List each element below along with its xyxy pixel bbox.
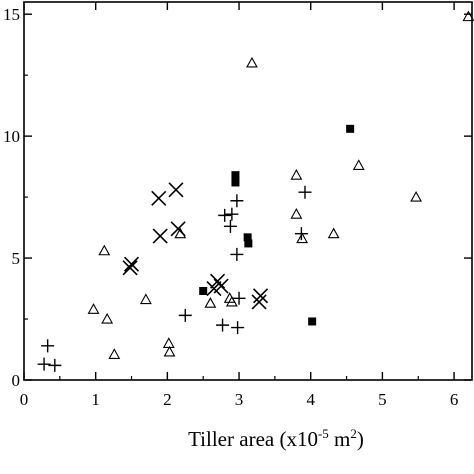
axis-ticks: 0 1 2 3 4 5 6 0 5 10 15 (3, 2, 472, 409)
square-point (231, 171, 240, 180)
plus-point (225, 207, 239, 221)
triangle-point (139, 293, 152, 305)
triangle-point (410, 190, 423, 202)
x-tick-label: 2 (163, 390, 172, 409)
triangle-point (290, 169, 303, 180)
plot-frame (23, 1, 473, 381)
triangle-point (163, 345, 176, 357)
cross-point (251, 294, 267, 310)
plus-point (218, 208, 232, 222)
triangle-point (352, 159, 365, 170)
triangle-point (290, 208, 303, 219)
y-tick-label: 15 (3, 5, 20, 24)
y-tick-label: 10 (3, 127, 20, 146)
cross-point (152, 228, 168, 244)
square-point (243, 233, 252, 242)
square-point (244, 239, 253, 248)
cross-point (122, 260, 138, 276)
triangle-point (462, 10, 474, 22)
triangle-point (327, 227, 340, 239)
y-tick-label: 5 (12, 249, 21, 268)
triangle-point (101, 312, 114, 324)
square-point (308, 317, 317, 326)
x-tick-label: 5 (378, 390, 387, 409)
square-point (346, 124, 355, 133)
triangle-point (108, 348, 121, 359)
triangle-point (225, 295, 238, 307)
plus-point (230, 247, 244, 261)
plus-point (223, 219, 237, 233)
plus-point (216, 318, 230, 332)
x-tick-label: 1 (91, 390, 100, 409)
x-tick-label: 3 (235, 390, 244, 409)
cross-point (209, 273, 226, 289)
plus-point (37, 357, 51, 371)
x-tick-label: 6 (450, 390, 459, 409)
plus-point (230, 194, 244, 208)
cross-point (252, 288, 269, 304)
plus-point (232, 291, 246, 305)
square-point (231, 178, 240, 187)
triangle-point (87, 303, 100, 314)
x-axis-title: Tiller area (x10-5 m2) (188, 426, 364, 451)
plus-point (231, 321, 245, 335)
cross-point (213, 278, 229, 294)
plus-point (41, 339, 55, 353)
plus-point (48, 358, 62, 372)
cross-point (168, 182, 184, 198)
triangle-point (204, 297, 217, 308)
plus-point (294, 227, 308, 241)
cross-point (123, 256, 140, 272)
triangle-point (246, 56, 258, 68)
plus-point (298, 185, 312, 199)
cross-point (151, 190, 167, 206)
triangle-point (98, 244, 111, 256)
x-tick-label: 4 (306, 390, 315, 409)
triangle-point (296, 232, 309, 244)
y-tick-label: 0 (12, 371, 21, 390)
plus-point (178, 308, 192, 322)
data-points (37, 10, 474, 372)
square-point (199, 286, 208, 295)
cross-point (170, 221, 186, 237)
triangle-point (162, 337, 175, 348)
x-tick-label: 0 (20, 390, 29, 409)
